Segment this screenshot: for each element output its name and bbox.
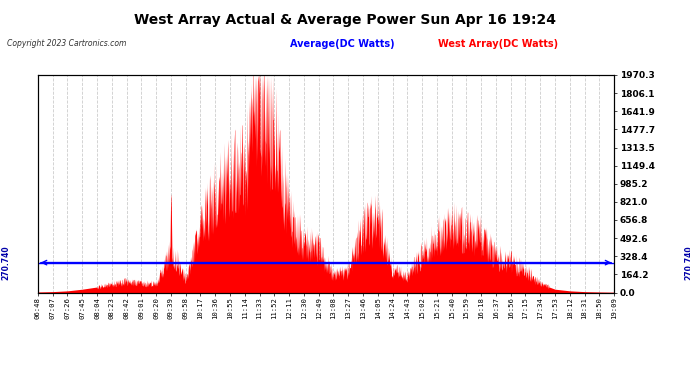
Text: 270.740: 270.740 [2, 245, 11, 280]
Text: Copyright 2023 Cartronics.com: Copyright 2023 Cartronics.com [7, 39, 126, 48]
Text: Average(DC Watts): Average(DC Watts) [290, 39, 395, 50]
Text: 270.740: 270.740 [684, 245, 690, 280]
Text: West Array Actual & Average Power Sun Apr 16 19:24: West Array Actual & Average Power Sun Ap… [134, 13, 556, 27]
Text: West Array(DC Watts): West Array(DC Watts) [438, 39, 558, 50]
